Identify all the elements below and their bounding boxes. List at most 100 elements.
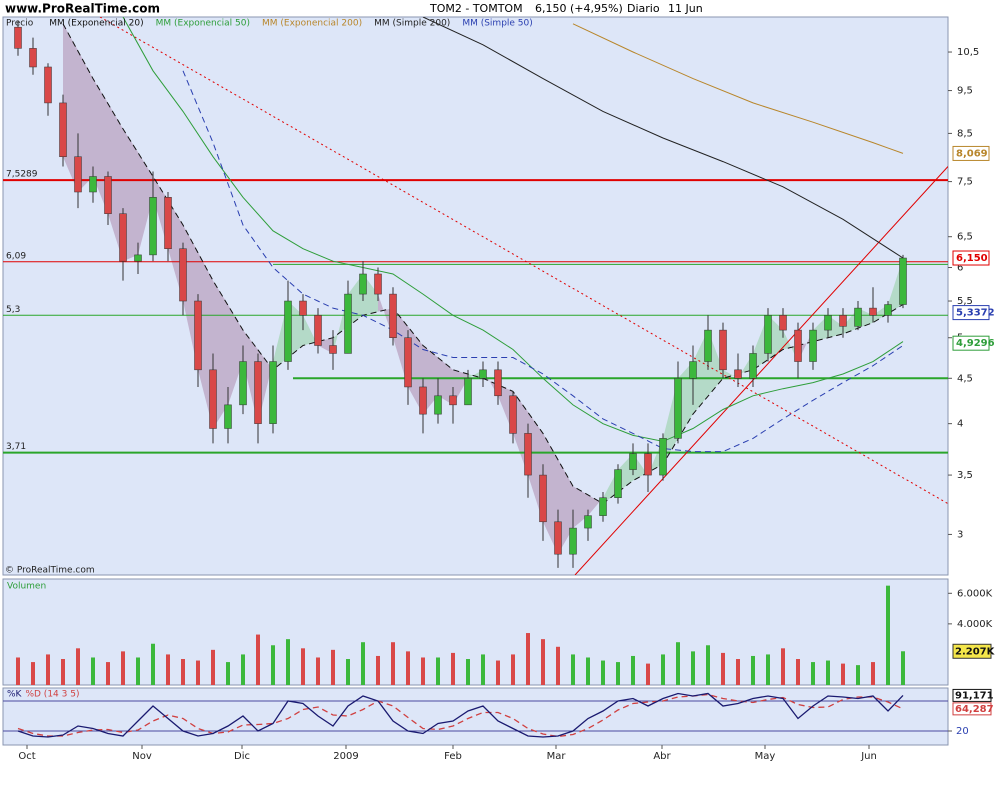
- candle-body: [89, 176, 97, 193]
- legend-entry: MM (Simple 50): [462, 19, 532, 29]
- volume-bar: [31, 662, 35, 685]
- level-label: 3,71: [6, 442, 26, 452]
- ema-fill: [138, 151, 153, 255]
- level-label: 7,5289: [6, 170, 38, 180]
- candle-body: [209, 369, 217, 429]
- y-tick-label: 4.000K: [957, 619, 993, 630]
- price-panel: [2, 16, 949, 576]
- moving-average: [122, 17, 904, 442]
- candle-body: [554, 521, 562, 555]
- volume-bar: [661, 654, 665, 685]
- candle-body: [629, 453, 637, 470]
- volume-bar: [16, 657, 20, 685]
- candle-body: [794, 329, 802, 362]
- y-tick-label: 6.000K: [957, 588, 993, 599]
- volume-bar: [166, 654, 170, 685]
- level-label: 6,09: [6, 251, 26, 261]
- y-tick-label: 6: [957, 263, 963, 274]
- price-tag-box: [952, 305, 990, 321]
- y-tick-label: 3: [957, 529, 963, 540]
- volume-bar: [391, 642, 395, 685]
- candle-body: [359, 273, 367, 295]
- volume-bar: [226, 662, 230, 685]
- volume-bar: [526, 633, 530, 685]
- candle-body: [839, 315, 847, 327]
- x-tick-label: Oct: [18, 751, 35, 762]
- site: www.ProRealTime.com: [5, 2, 160, 16]
- volume-bar: [316, 657, 320, 685]
- candle-body: [854, 307, 862, 327]
- legend-entry: MM (Simple 200): [374, 19, 450, 29]
- price-tag: 8,069: [956, 148, 988, 159]
- candle-body: [899, 257, 907, 305]
- legend-entry: MM (Exponencial 50): [156, 19, 250, 29]
- volume-bar: [586, 657, 590, 685]
- volume-bar: [616, 662, 620, 685]
- volume-bar: [121, 651, 125, 685]
- volume-bar: [481, 654, 485, 685]
- candle-body: [539, 474, 547, 523]
- candle-body: [659, 438, 667, 476]
- price-plot: 7,5289 6,09 5,3 3,71: [3, 17, 948, 575]
- candle-body: [224, 404, 232, 429]
- volume-bar: [46, 654, 50, 685]
- candle-body: [749, 353, 757, 379]
- candle-body: [734, 369, 742, 379]
- legend-entry: MM (Exponencial 200): [262, 19, 362, 29]
- candle-body: [689, 361, 697, 379]
- candle-body: [374, 273, 382, 295]
- candle-body: [479, 369, 487, 379]
- volume-bar: [796, 659, 800, 685]
- volume-bar: [241, 654, 245, 685]
- candle-body: [29, 48, 37, 68]
- candle-body: [809, 329, 817, 362]
- volume-bar: [151, 643, 155, 685]
- volume-bar: [376, 655, 380, 685]
- stoch-plot: [3, 692, 948, 738]
- volume-bar: [451, 652, 455, 685]
- candle-body: [509, 395, 517, 434]
- candle-body: [179, 248, 187, 302]
- candle-body: [764, 315, 772, 354]
- volume-bar: [676, 642, 680, 685]
- volume-bar: [361, 642, 365, 685]
- volume-bar: [106, 662, 110, 685]
- y-tick-label: 4,5: [957, 373, 973, 384]
- volume-bar: [331, 649, 335, 685]
- candle-body: [134, 254, 142, 262]
- candle-body: [74, 156, 82, 193]
- candle-body: [644, 453, 652, 476]
- candle-body: [194, 300, 202, 371]
- y-tick-label: 6,5: [957, 232, 973, 243]
- volume-bar: [421, 657, 425, 685]
- x-tick-label: 2009: [333, 751, 358, 762]
- x-tick-label: May: [755, 751, 776, 762]
- candle-body: [404, 337, 412, 388]
- volume-bar: [556, 646, 560, 685]
- ema-fill: [228, 304, 243, 405]
- y-tick-label: 10,5: [957, 47, 979, 58]
- volume-label: Volumen: [7, 582, 46, 592]
- candle-body: [464, 378, 472, 406]
- candle-body: [254, 361, 262, 424]
- candle-body: [44, 66, 52, 104]
- candle-body: [674, 378, 682, 439]
- volume-bar: [511, 654, 515, 685]
- volume-bar: [181, 659, 185, 685]
- y-tick-label: 3,5: [957, 470, 973, 481]
- x-tick-label: Feb: [444, 751, 462, 762]
- candle-body: [149, 197, 157, 256]
- price-tag: 6,150: [956, 253, 988, 264]
- volume-bar: [286, 639, 290, 685]
- candle-body: [344, 293, 352, 354]
- last-price: 6,150 (+4,95%): [535, 2, 623, 15]
- candle-body: [524, 433, 532, 476]
- ema-fill: [588, 494, 603, 516]
- y-tick-label: 5,5: [957, 296, 973, 307]
- candle-body: [869, 307, 877, 316]
- volume-bar: [496, 660, 500, 685]
- y-tick-label: 8,5: [957, 128, 973, 139]
- ema-fill: [798, 330, 813, 362]
- moving-average: [572, 23, 904, 154]
